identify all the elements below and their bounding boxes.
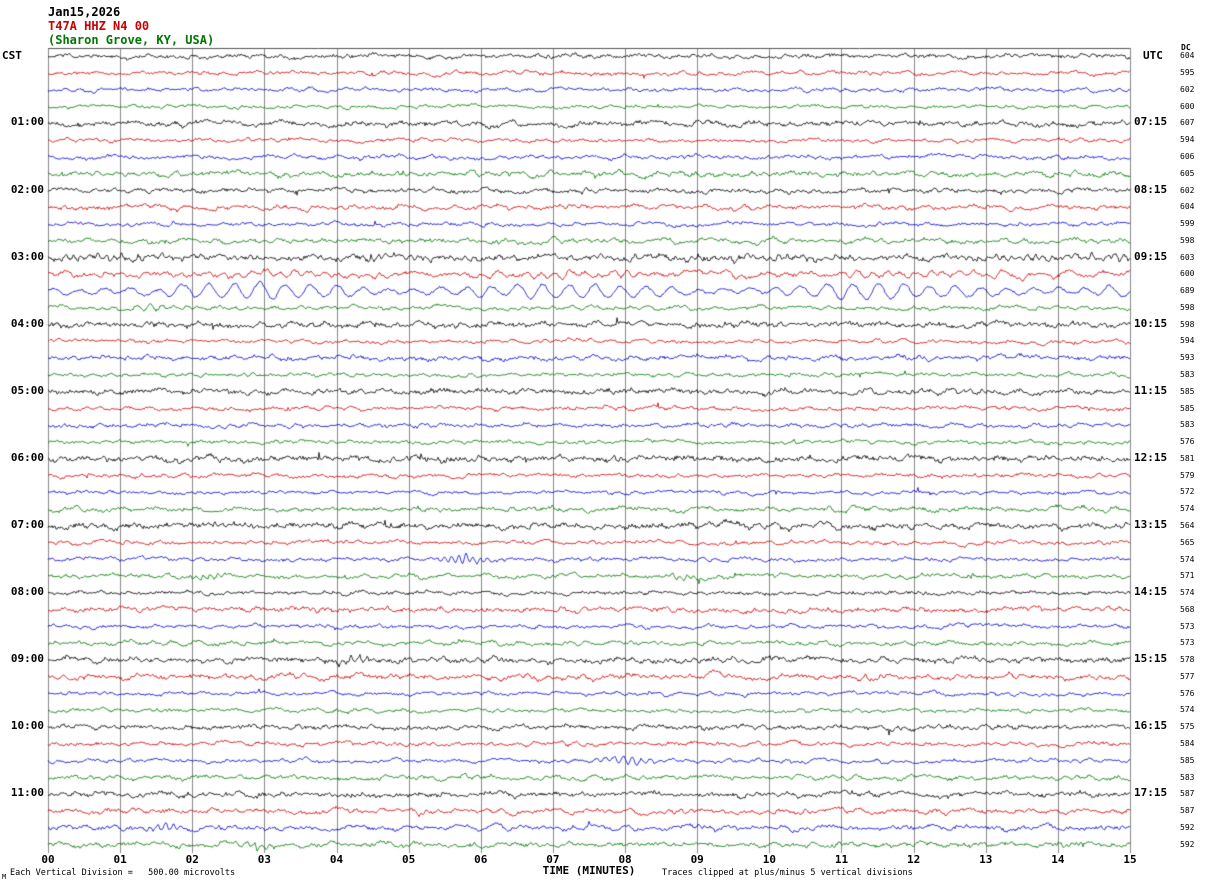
x-tick-label: 13 <box>979 853 993 866</box>
utc-time-label: 10:15 <box>1134 316 1168 330</box>
title-location: (Sharon Grove, KY, USA) <box>48 33 215 47</box>
dc-value: 583 <box>1180 420 1195 430</box>
footer-clip-note: Traces clipped at plus/minus 5 vertical … <box>662 868 913 878</box>
utc-time-label: 13:15 <box>1134 517 1168 531</box>
utc-time-label: 14:15 <box>1134 585 1168 599</box>
utc-time-label: 17:15 <box>1134 786 1168 800</box>
cst-time-label: 03:00 <box>10 249 44 263</box>
dc-value: 579 <box>1180 470 1195 480</box>
dc-value: 573 <box>1180 621 1195 631</box>
dc-value: 587 <box>1180 789 1195 799</box>
x-tick-label: 00 <box>41 853 55 866</box>
dc-value: 585 <box>1180 386 1195 396</box>
x-tick-label: 06 <box>474 853 488 866</box>
dc-value: 593 <box>1180 353 1195 363</box>
title-date: Jan15,2026 <box>48 5 121 19</box>
cst-time-label: 02:00 <box>10 182 44 196</box>
dc-value: 583 <box>1180 370 1195 380</box>
x-tick-label: 12 <box>906 853 921 866</box>
dc-value: 598 <box>1180 302 1195 312</box>
x-tick-label: 08 <box>618 853 632 866</box>
cst-time-label: 05:00 <box>10 383 44 397</box>
utc-time-label: 07:15 <box>1134 115 1168 129</box>
dc-value: 575 <box>1180 722 1195 732</box>
dc-value: 604 <box>1180 51 1195 61</box>
utc-time-label: 12:15 <box>1134 450 1168 464</box>
x-tick-label: 03 <box>257 853 272 866</box>
x-tick-label: 05 <box>402 853 416 866</box>
dc-value: 577 <box>1180 671 1195 681</box>
dc-value: 574 <box>1180 588 1195 598</box>
x-tick-label: 07 <box>546 853 560 866</box>
title-station: T47A HHZ N4 00 <box>48 19 150 33</box>
left-axis-label: CST <box>2 49 22 62</box>
dc-value: 574 <box>1180 705 1195 715</box>
x-axis-title: TIME (MINUTES) <box>542 864 636 877</box>
cst-time-label: 09:00 <box>10 652 44 666</box>
cst-time-label: 01:00 <box>10 115 44 129</box>
title-block: Jan15,2026 T47A HHZ N4 00 (Sharon Grove,… <box>48 5 214 47</box>
dc-value: 598 <box>1180 235 1195 245</box>
x-tick-label: 01 <box>113 853 127 866</box>
dc-value: 576 <box>1180 437 1195 447</box>
dc-value: 600 <box>1180 269 1195 279</box>
cst-time-label: 07:00 <box>10 517 44 531</box>
cst-time-label: 08:00 <box>10 585 44 599</box>
utc-time-label: 11:15 <box>1134 383 1168 397</box>
dc-column-label: DC <box>1181 43 1191 52</box>
utc-time-label: 09:15 <box>1134 249 1168 263</box>
dc-value: 587 <box>1180 806 1195 816</box>
dc-value: 605 <box>1180 168 1195 178</box>
x-tick-label: 02 <box>185 853 199 866</box>
dc-value: 583 <box>1180 772 1195 782</box>
dc-value: 594 <box>1180 135 1195 145</box>
cst-time-label: 11:00 <box>10 786 44 800</box>
x-tick-label: 15 <box>1123 853 1137 866</box>
corner-mark: M <box>2 873 7 881</box>
dc-value: 571 <box>1180 571 1195 581</box>
dc-value: 592 <box>1180 822 1195 832</box>
x-tick-label: 11 <box>834 853 849 866</box>
dc-value: 585 <box>1180 403 1195 413</box>
dc-value: 568 <box>1180 604 1195 614</box>
dc-value: 602 <box>1180 185 1195 195</box>
cst-time-label: 04:00 <box>10 316 44 330</box>
cst-time-label: 06:00 <box>10 450 44 464</box>
x-tick-label: 09 <box>690 853 704 866</box>
utc-time-label: 15:15 <box>1134 652 1168 666</box>
dc-value: 574 <box>1180 554 1195 564</box>
dc-value: 585 <box>1180 755 1195 765</box>
dc-value: 607 <box>1180 118 1195 128</box>
dc-value: 565 <box>1180 537 1195 547</box>
dc-value: 592 <box>1180 839 1195 849</box>
dc-value: 606 <box>1180 152 1195 161</box>
dc-value: 581 <box>1180 453 1195 463</box>
dc-value: 603 <box>1180 252 1195 262</box>
dc-value: 572 <box>1180 487 1195 497</box>
dc-value: 578 <box>1180 655 1195 665</box>
utc-time-label: 08:15 <box>1134 182 1168 196</box>
dc-value: 594 <box>1180 336 1195 346</box>
dc-value: 689 <box>1180 286 1195 296</box>
dc-value: 584 <box>1180 738 1195 748</box>
dc-value: 576 <box>1180 688 1195 698</box>
x-tick-label: 14 <box>1051 853 1065 866</box>
dc-value: 573 <box>1180 638 1195 648</box>
right-axis-label: UTC <box>1143 49 1163 62</box>
dc-value: 604 <box>1180 202 1195 212</box>
dc-value: 574 <box>1180 504 1195 514</box>
dc-value: 600 <box>1180 101 1195 111</box>
dc-value: 602 <box>1180 84 1195 94</box>
dc-value: 598 <box>1180 319 1195 329</box>
dc-value: 595 <box>1180 68 1195 78</box>
dc-value: 599 <box>1180 219 1195 229</box>
x-tick-label: 10 <box>762 853 776 866</box>
x-tick-label: 04 <box>329 853 344 866</box>
cst-time-label: 10:00 <box>10 719 44 733</box>
footer-scale-note: Each Vertical Division = 500.00 microvol… <box>10 868 236 878</box>
dc-value: 564 <box>1180 520 1195 530</box>
utc-time-label: 16:15 <box>1134 719 1168 733</box>
